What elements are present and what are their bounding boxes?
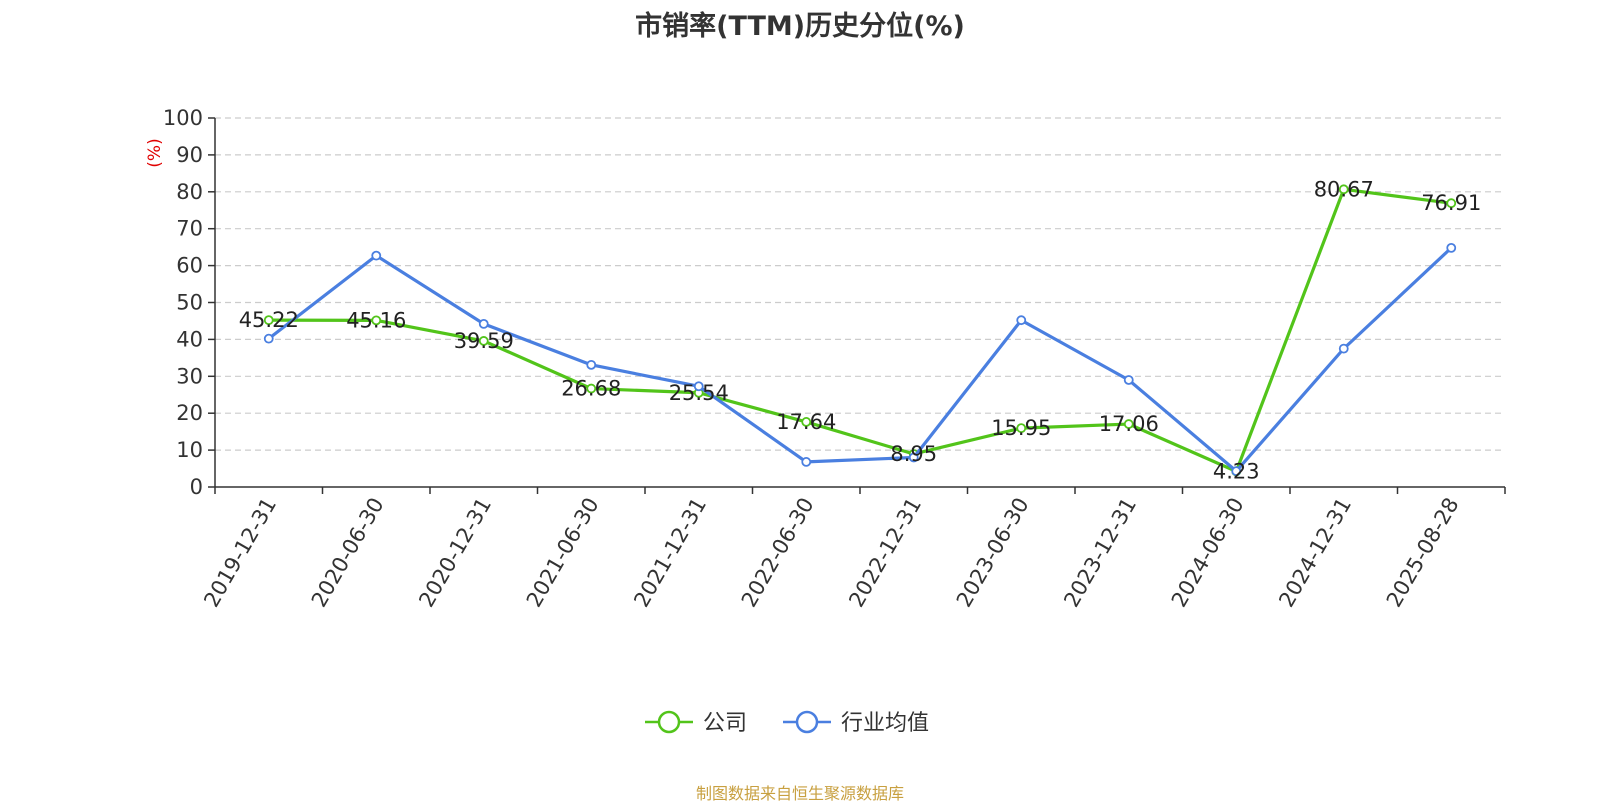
data-label: 76.91 [1421,191,1481,215]
data-point [371,250,382,261]
x-tick-label: 2023-12-31 [1059,494,1141,612]
data-point [1123,419,1134,429]
data-label: 45.22 [239,308,299,332]
y-tick-label: 60 [176,254,203,278]
x-tick-label: 2023-06-30 [952,494,1034,612]
data-point [263,333,274,344]
data-label: 26.68 [561,377,621,401]
legend-item-1[interactable]: 行业均值 [783,710,929,736]
source-note: 制图数据来自恒生聚源数据库 [695,784,904,803]
legend-label: 公司 [703,711,747,736]
x-tick-label: 2025-08-28 [1382,494,1464,612]
data-point [1123,375,1134,385]
data-point [1338,343,1349,354]
x-tick-label: 2019-12-31 [199,494,281,612]
y-tick-label: 80 [176,180,203,204]
x-tick-label: 2020-06-30 [307,494,389,612]
y-tick-label: 90 [176,143,203,167]
series-lines [263,184,1457,477]
y-tick-label: 100 [163,106,203,130]
y-tick-label: 40 [176,327,203,351]
data-point [1016,315,1027,326]
data-point [586,383,597,394]
y-tick-label: 50 [176,291,203,315]
axes: 0 10 20 30 40 50 60 70 80 90 100 2019-12-31 2020-06-… [163,106,1506,612]
y-tick-label: 70 [176,217,203,241]
data-label: 17.64 [776,410,836,434]
series-line-1 [267,246,1453,473]
grid-lines [215,117,1505,451]
series-line-0 [268,187,1452,473]
data-point [1016,423,1027,434]
data-point [478,336,489,346]
data-label: 80.67 [1314,177,1374,201]
data-label: 17.06 [1099,412,1159,436]
x-tick-label: 2021-12-31 [629,494,711,612]
x-tick-label: 2020-12-31 [414,494,496,612]
data-point [801,417,812,427]
data-label: 15.95 [991,416,1051,440]
data-point [908,452,919,463]
data-point [1446,198,1457,209]
chart-title: 市销率(TTM)历史分位(%) [635,11,965,42]
data-point [586,359,597,370]
data-point [371,315,382,326]
y-tick-label: 0 [190,475,203,499]
x-tick-label: 2021-06-30 [522,494,604,612]
data-point [1338,184,1349,195]
data-label: 39.59 [454,329,514,353]
data-point [263,315,274,326]
legend-swatch-marker [795,710,819,734]
data-point [1446,242,1457,253]
data-point [801,457,812,467]
data-label: 8.95 [890,442,937,466]
data-label: 45.16 [346,308,406,332]
x-tick-label: 2022-06-30 [737,494,819,612]
line-chart: 0 10 20 30 40 50 60 70 80 90 100 2019-12-31 2020-06-… [145,106,1506,736]
y-tick-label: 20 [176,401,203,425]
x-tick-label: 2022-12-31 [844,494,926,612]
y-tick-label: 10 [176,438,203,462]
legend-swatch-marker [657,710,681,734]
legend-label: 行业均值 [841,711,929,736]
data-point [693,381,704,392]
x-tick-label: 2024-06-30 [1167,494,1249,612]
data-labels: 45.22 45.16 39.59 26.68 25.54 17.64 8.95 15.95 1… [239,177,1482,483]
data-point [1231,466,1242,477]
y-tick-label: 30 [176,364,203,388]
data-label: 4.23 [1213,459,1260,483]
x-tick-label: 2024-12-31 [1274,494,1356,612]
data-label: 25.54 [669,381,729,405]
y-axis-unit-label: (%) [145,138,165,167]
legend-item-0[interactable]: 公司 [645,710,747,736]
data-point [478,319,489,329]
legend[interactable]: 公司 行业均值 [645,710,929,736]
